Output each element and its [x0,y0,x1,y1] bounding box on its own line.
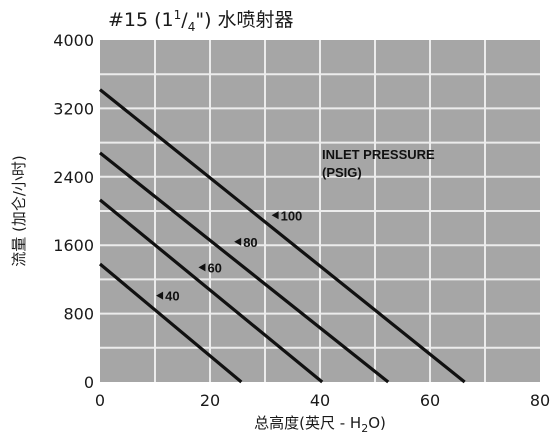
x-axis-ticks: 0 20 40 60 80 [95,391,550,410]
y-tick-label: 4000 [53,31,94,50]
x-tick-label: 80 [530,391,550,410]
x-axis-label-rest: O) [368,414,386,432]
series-label-arrow-100 [271,211,279,220]
x-tick-label: 60 [420,391,440,410]
y-tick-label: 800 [63,305,94,324]
series-line-100 [98,88,466,384]
series-label-60: 60 [207,260,221,275]
series-label-80: 80 [243,235,257,250]
series-line-60 [98,198,324,384]
series-label-arrow-60 [198,263,206,272]
y-axis-label: 流量 (加仑/小时) [10,155,28,267]
series-label-arrow-40 [156,291,164,300]
chart-title-slash: / [181,9,188,31]
x-axis-label-subscript: 2 [361,422,368,435]
annotation-line-2: (PSIG) [322,165,362,180]
chart-title-subscript: 4 [188,20,196,34]
x-axis-label-main: 总高度(英尺 - H [254,414,361,432]
chart-title-rest: ") 水喷射器 [195,9,293,31]
series-label-40: 40 [165,289,179,304]
series-line-80 [99,151,390,384]
x-axis-label: 总高度(英尺 - H2O) [254,414,386,435]
chart-title-main: #15 (1 [108,9,174,31]
y-tick-label: 1600 [53,236,94,255]
x-tick-label: 40 [310,391,330,410]
series-label-arrow-80 [234,237,242,246]
series-labels: 40 60 80 100 [156,208,303,304]
series-line-40 [98,262,243,384]
y-tick-label: 3200 [53,99,94,118]
y-tick-label: 2400 [53,168,94,187]
x-tick-label: 0 [95,391,105,410]
x-tick-label: 20 [200,391,220,410]
series-lines [98,88,466,384]
grid-lines [100,40,540,382]
chart-title-superscript: 1 [174,8,182,22]
y-tick-label: 0 [84,373,94,392]
annotation-line-1: INLET PRESSURE [322,147,435,162]
y-axis-ticks: 0 800 1600 2400 3200 4000 [53,31,94,392]
series-label-100: 100 [281,208,303,223]
chart-title: #15 (11/4") 水喷射器 [108,8,294,34]
